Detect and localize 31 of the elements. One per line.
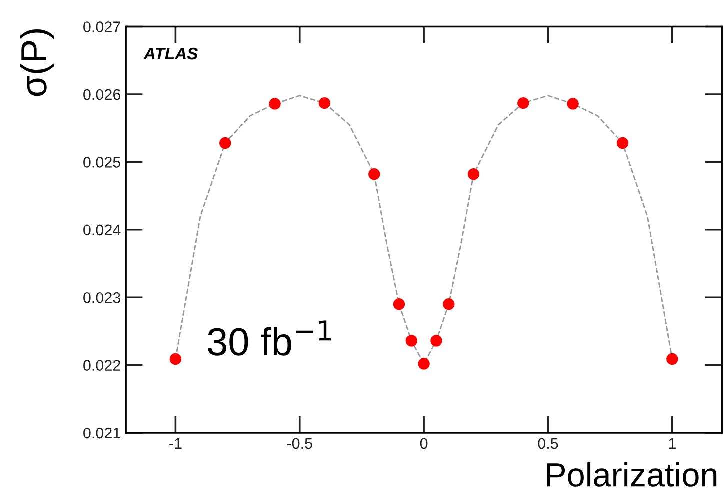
x-tick-label: 0.5 xyxy=(538,438,558,450)
point xyxy=(318,97,331,110)
y-tick-label: 0.027 xyxy=(84,22,120,32)
point xyxy=(518,97,530,110)
y-tick-label: 0.023 xyxy=(84,292,121,304)
point xyxy=(368,168,380,180)
x-tick-label: -0.5 xyxy=(287,438,312,450)
x-tick-label: 1 xyxy=(669,438,676,449)
point xyxy=(220,137,232,150)
y-tick-label: 0.025 xyxy=(84,157,121,168)
x-tick-label: 0 xyxy=(420,438,428,450)
annotation: 30 fb$^{−1}$ xyxy=(208,320,331,356)
x-tick-label: -1 xyxy=(170,438,182,449)
point xyxy=(616,137,629,150)
point xyxy=(269,98,281,110)
point xyxy=(406,335,418,347)
point xyxy=(468,168,480,180)
y-tick-label: 0.026 xyxy=(84,89,121,100)
point xyxy=(170,353,182,366)
y-tick-label: 0.021 xyxy=(84,428,120,439)
y-tick-label: 0.022 xyxy=(84,360,120,371)
point xyxy=(430,335,442,347)
point xyxy=(666,353,678,366)
x-axis-title: Polarization xyxy=(547,462,717,487)
annotation: ATLAS xyxy=(144,48,198,60)
point xyxy=(418,358,430,370)
point xyxy=(393,298,406,310)
point xyxy=(443,298,455,310)
y-axis-title: σ(P) xyxy=(20,30,54,96)
point xyxy=(567,98,579,110)
y-tick-label: 0.024 xyxy=(84,224,121,236)
